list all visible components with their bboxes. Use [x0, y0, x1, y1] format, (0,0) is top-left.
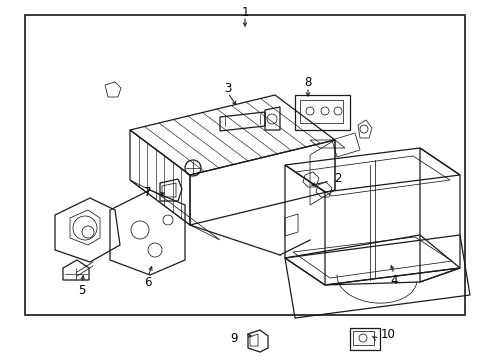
Text: 10: 10 [380, 328, 395, 342]
Text: 8: 8 [304, 76, 311, 89]
Text: 4: 4 [389, 274, 397, 287]
Text: 3: 3 [224, 81, 231, 94]
Text: 9: 9 [230, 332, 237, 345]
Text: 1: 1 [241, 5, 248, 18]
Text: 7: 7 [144, 185, 151, 198]
Text: 6: 6 [144, 276, 151, 289]
Text: 5: 5 [78, 284, 85, 297]
Text: 2: 2 [334, 171, 341, 184]
Bar [25, 15, 464, 315]
